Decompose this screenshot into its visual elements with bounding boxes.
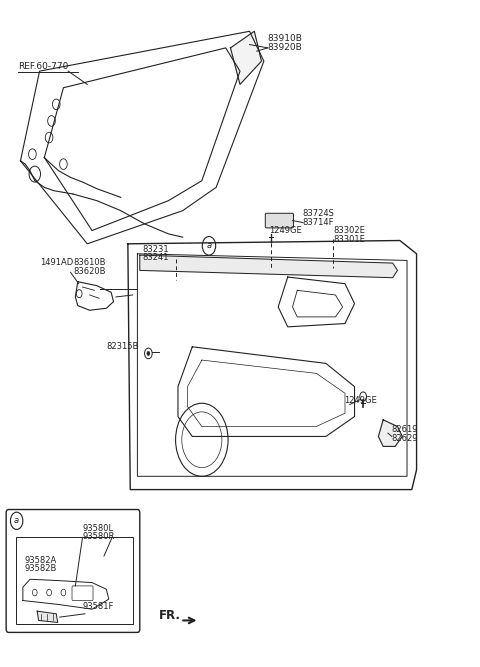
- Text: 83231: 83231: [142, 245, 169, 253]
- Text: 83301E: 83301E: [333, 235, 365, 244]
- Text: 83724S: 83724S: [302, 209, 334, 218]
- Text: 93582B: 93582B: [24, 564, 57, 573]
- Text: FR.: FR.: [159, 610, 181, 622]
- Text: 93580L: 93580L: [83, 524, 114, 533]
- FancyBboxPatch shape: [6, 510, 140, 632]
- Text: 93582A: 93582A: [24, 556, 57, 565]
- Polygon shape: [230, 31, 262, 85]
- FancyBboxPatch shape: [16, 538, 132, 624]
- Text: 82315B: 82315B: [107, 342, 139, 351]
- Text: REF.60-770: REF.60-770: [18, 62, 69, 71]
- Text: 83910B: 83910B: [268, 34, 302, 43]
- FancyBboxPatch shape: [72, 586, 93, 600]
- Text: 1249GE: 1249GE: [269, 226, 301, 235]
- Text: a: a: [206, 241, 212, 250]
- Text: 83610B: 83610B: [73, 258, 106, 267]
- Circle shape: [147, 352, 150, 356]
- Text: 1249GE: 1249GE: [344, 396, 377, 405]
- Text: 82619: 82619: [392, 426, 418, 434]
- Text: 1491AD: 1491AD: [40, 258, 74, 267]
- Polygon shape: [140, 255, 397, 277]
- Text: 93581F: 93581F: [83, 602, 114, 611]
- Polygon shape: [378, 420, 402, 446]
- Text: 83241: 83241: [142, 253, 168, 262]
- Text: 83302E: 83302E: [333, 226, 365, 235]
- Polygon shape: [37, 611, 58, 622]
- Text: 93580R: 93580R: [83, 532, 115, 542]
- Text: 83714F: 83714F: [302, 217, 334, 227]
- Text: 83920B: 83920B: [268, 43, 302, 52]
- FancyBboxPatch shape: [265, 213, 293, 228]
- Text: 83620B: 83620B: [73, 267, 106, 275]
- Text: 82629: 82629: [392, 434, 418, 443]
- Text: a: a: [14, 516, 19, 526]
